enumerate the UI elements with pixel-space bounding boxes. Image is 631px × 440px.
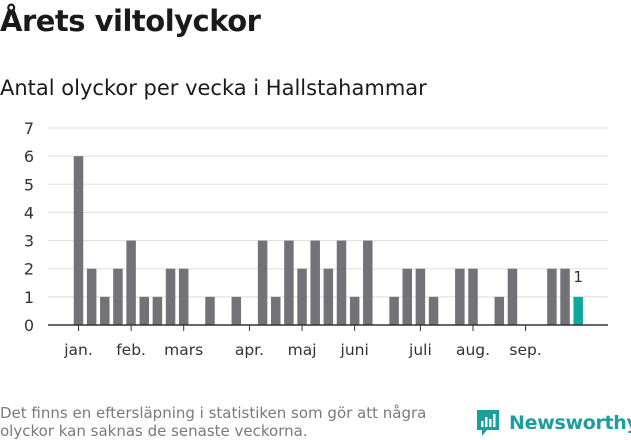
x-tick-label: jan.: [63, 341, 93, 359]
bar: [297, 268, 307, 325]
bar: [547, 268, 557, 325]
x-tick-label: mars: [164, 341, 203, 359]
y-tick-label: 5: [24, 175, 34, 194]
bar: [165, 268, 176, 325]
bar: [349, 296, 360, 325]
data-label: 1: [573, 268, 583, 286]
bar: [126, 240, 136, 325]
y-tick-label: 7: [24, 119, 34, 138]
y-tick-label: 4: [24, 203, 34, 222]
bar: [178, 268, 189, 325]
footnote: Det finns en eftersläpning i statistiken…: [0, 404, 427, 440]
bar: [310, 240, 320, 325]
bar: [507, 268, 518, 325]
x-tick-label: maj: [288, 341, 317, 359]
y-tick-label: 0: [24, 316, 34, 335]
x-tick-label: feb.: [116, 341, 146, 359]
bar: [100, 296, 110, 325]
bar: [73, 156, 84, 325]
page-title: Årets viltolyckor: [0, 4, 261, 38]
bar: [455, 268, 465, 325]
bar: [139, 296, 149, 325]
y-tick-label: 2: [24, 260, 34, 279]
bar: [323, 268, 334, 325]
bar: [389, 296, 399, 325]
bar: [494, 296, 505, 325]
bar: [231, 296, 242, 325]
brand-name: Newsworthy: [509, 412, 631, 434]
bar: [560, 268, 570, 325]
bar: [271, 296, 281, 325]
x-axis-labels: jan. feb. mars apr. maj juni juli aug. sep.: [63, 341, 542, 359]
x-tick-label: juni: [340, 341, 369, 359]
x-tick-label: juli: [408, 341, 432, 359]
y-axis-labels: 0 1 2 3 4 5 6 7: [24, 119, 34, 335]
bar-highlight: [573, 296, 583, 325]
data-labels: 1: [573, 268, 583, 286]
bar-chart: 0 1 2 3 4 5 6 7 jan. feb. mars apr. maj juni juli aug.…: [24, 119, 608, 359]
bar: [257, 240, 268, 325]
bar: [428, 296, 439, 325]
bar: [468, 268, 478, 325]
bar: [86, 268, 97, 325]
x-tick-label: sep.: [509, 341, 541, 359]
newsworthy-logo-icon: [477, 410, 499, 436]
chart-subtitle: Antal olyckor per vecka i Hallstahammar: [0, 76, 427, 100]
y-tick-label: 6: [24, 147, 34, 166]
bar: [336, 240, 347, 325]
bar: [284, 240, 294, 325]
bar: [152, 296, 163, 325]
bar: [402, 268, 412, 325]
newsworthy-logo: Newsworthy: [475, 408, 631, 438]
y-tick-label: 3: [24, 232, 34, 251]
bar: [113, 268, 123, 325]
x-tick-label: apr.: [235, 341, 264, 359]
x-tick-label: aug.: [456, 341, 490, 359]
x-axis: [48, 324, 608, 331]
y-tick-label: 1: [24, 288, 34, 307]
bars: [73, 156, 583, 325]
bar: [205, 296, 215, 325]
bar: [415, 268, 426, 325]
bar: [363, 240, 373, 325]
